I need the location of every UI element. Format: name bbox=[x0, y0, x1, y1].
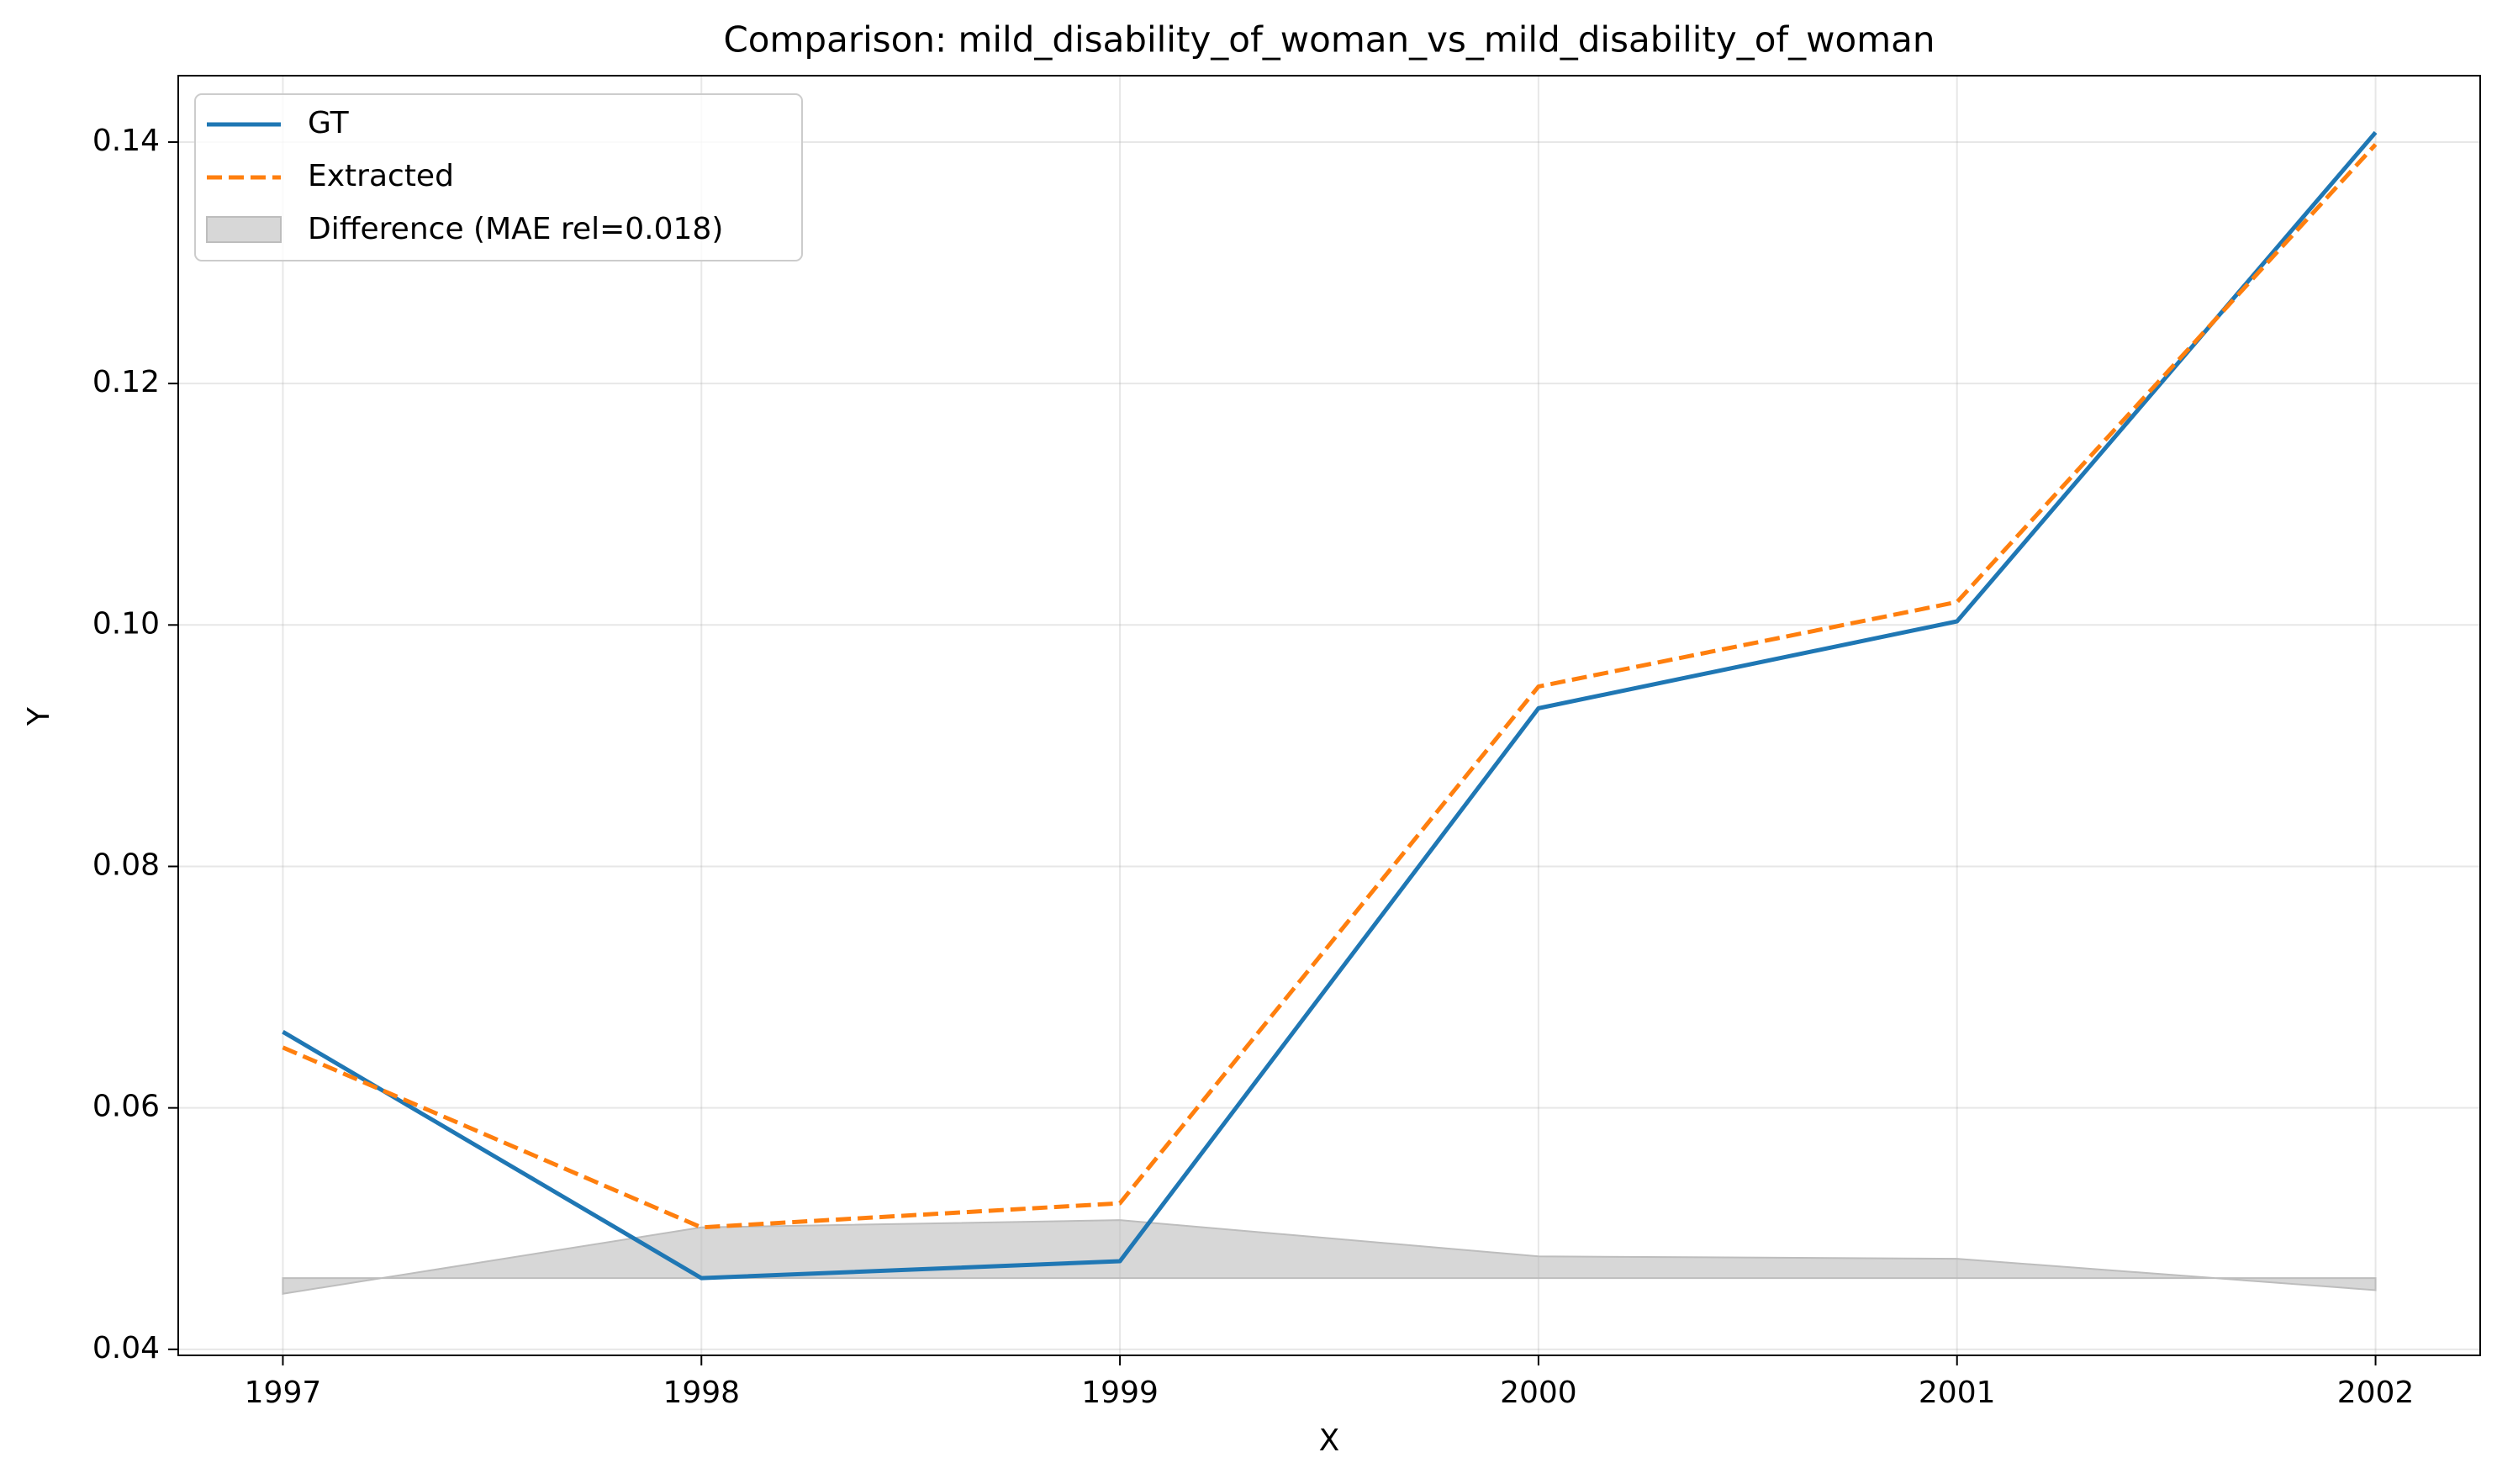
y-tick-label: 0.08 bbox=[92, 848, 160, 882]
x-tick-label: 1999 bbox=[1081, 1376, 1159, 1410]
chart-title: Comparison: mild_disability_of_woman_vs_… bbox=[723, 19, 1935, 61]
series-line-gt bbox=[282, 130, 2378, 1281]
y-tick-label: 0.12 bbox=[92, 365, 160, 399]
grid-lines bbox=[178, 76, 2480, 1355]
y-tick-label: 0.10 bbox=[92, 606, 160, 641]
series-line-extracted bbox=[282, 143, 2378, 1230]
legend-difference-swatch bbox=[206, 216, 282, 243]
series-layer bbox=[282, 130, 2378, 1281]
x-tick-label: 1997 bbox=[245, 1376, 322, 1410]
x-axis-label: X bbox=[1319, 1423, 1340, 1458]
x-tick-label: 2000 bbox=[1500, 1376, 1577, 1410]
y-tick-label: 0.14 bbox=[92, 124, 160, 158]
axis-ticks: 1997 1998 1999 2000 2001 2002 0.04 0.06 0.08 0.10… bbox=[92, 124, 2415, 1410]
legend-gt-label: GT bbox=[308, 106, 350, 140]
x-tick-label: 2001 bbox=[1919, 1376, 1996, 1410]
legend-difference-label: Difference (MAE rel=0.018) bbox=[308, 212, 723, 246]
legend: GT Extracted Difference (MAE rel=0.018) bbox=[194, 93, 803, 261]
y-axis-label: Y bbox=[22, 706, 56, 726]
x-tick-label: 2002 bbox=[2337, 1376, 2415, 1410]
legend-extracted-label: Extracted bbox=[308, 159, 454, 193]
legend-box bbox=[194, 93, 803, 261]
y-tick-label: 0.04 bbox=[92, 1331, 160, 1365]
plot-frame bbox=[177, 75, 2481, 1356]
x-tick-label: 1998 bbox=[663, 1376, 740, 1410]
y-tick-label: 0.06 bbox=[92, 1090, 160, 1124]
